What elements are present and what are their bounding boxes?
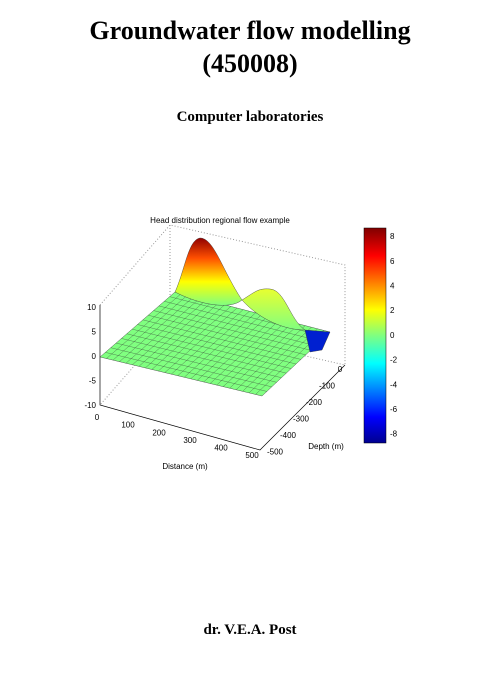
- surface-peak: [241, 288, 306, 331]
- x-tick-label: 200: [152, 428, 166, 437]
- y-tick-label: -200: [306, 398, 323, 407]
- x-tick-label: 400: [214, 444, 228, 453]
- x-tick-label: 300: [183, 436, 197, 445]
- z-tick-label: 5: [92, 328, 97, 337]
- grid-line: [158, 305, 316, 346]
- z-tick-label: 10: [87, 303, 96, 312]
- z-tick-label: 0: [92, 352, 97, 361]
- z-tick-label: -10: [84, 401, 96, 410]
- grid-line: [137, 324, 297, 365]
- title: Groundwater flow modelling: [89, 16, 411, 45]
- colorbar: [363, 227, 387, 444]
- surface-peak: [174, 237, 243, 306]
- y-tick-label: -100: [319, 382, 336, 391]
- figure-title: Head distribution regional flow example: [150, 216, 290, 225]
- grid-line: [121, 338, 282, 378]
- colorbar-tick-label: -6: [390, 405, 398, 414]
- y-tick-label: 0: [338, 365, 343, 374]
- y-axis-label: Depth (m): [308, 442, 344, 451]
- grid-line: [105, 352, 267, 392]
- colorbar-tick-label: 2: [390, 306, 395, 315]
- grid-line: [164, 301, 321, 342]
- colorbar-tick-label: 4: [390, 282, 395, 291]
- colorbar-tick-label: -2: [390, 356, 398, 365]
- x-tick-label: 500: [245, 451, 259, 460]
- axes: [99, 305, 346, 451]
- colorbar-tick-label: 0: [390, 331, 395, 340]
- surface-grid: [105, 293, 326, 395]
- author: dr. V.E.A. Post: [203, 622, 297, 638]
- y-tick-label: -400: [280, 431, 297, 440]
- colorbar-tick-label: 8: [390, 232, 395, 241]
- y-tick-label: -300: [293, 415, 310, 424]
- colorbar-tick-label: -8: [390, 430, 398, 439]
- grid-line: [126, 333, 287, 374]
- x-axis-label: Distance (m): [162, 462, 208, 471]
- axis-labels: 1050-5-1001002003004005000-100-200-300-4…: [84, 232, 397, 471]
- figure: Head distribution regional flow example …: [84, 216, 397, 471]
- surface-dip: [304, 329, 331, 353]
- grid-line: [148, 315, 306, 356]
- title: (450008): [202, 49, 298, 78]
- grid-line: [132, 328, 292, 369]
- x-tick-label: 100: [121, 421, 135, 430]
- z-tick-label: -5: [89, 377, 97, 386]
- grid-line: [116, 342, 277, 383]
- y-tick-label: -500: [267, 448, 284, 457]
- grid-line: [110, 347, 272, 388]
- colorbar-tick-label: 6: [390, 257, 395, 266]
- colorbar-tick-label: -4: [390, 380, 398, 389]
- grid-line: [153, 310, 311, 351]
- surface: [99, 291, 331, 397]
- subtitle: Computer laboratories: [176, 109, 324, 125]
- x-tick-label: 0: [95, 413, 100, 422]
- grid-line: [142, 319, 301, 360]
